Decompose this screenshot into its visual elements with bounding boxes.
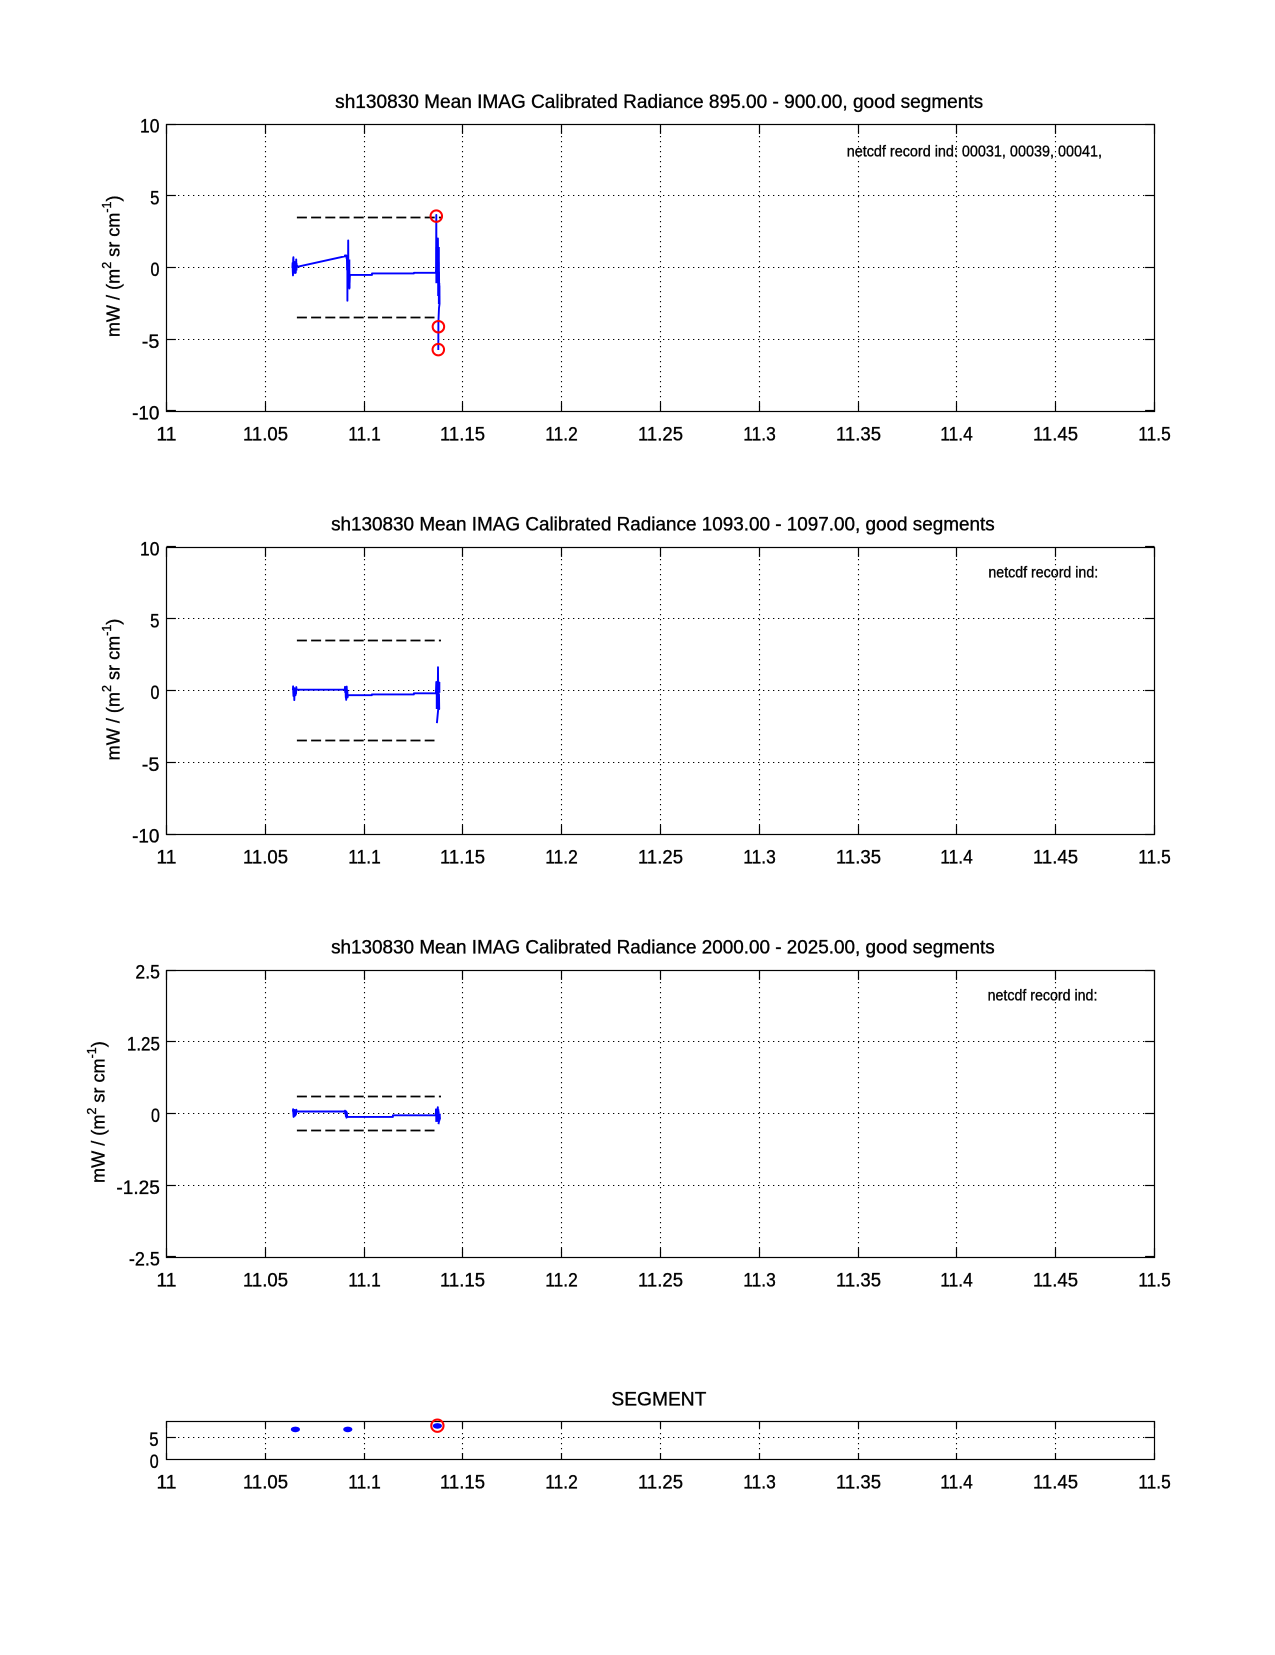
svg-text:11.05: 11.05: [243, 847, 288, 868]
svg-text:0: 0: [151, 683, 160, 704]
svg-text:11.5: 11.5: [1138, 1472, 1171, 1493]
svg-text:11.45: 11.45: [1033, 424, 1078, 445]
svg-text:5: 5: [150, 611, 159, 632]
svg-text:11.5: 11.5: [1138, 847, 1171, 868]
svg-text:-5: -5: [142, 755, 160, 776]
svg-text:1.25: 1.25: [127, 1034, 160, 1055]
svg-text:11.15: 11.15: [440, 847, 485, 868]
svg-text:11: 11: [157, 1270, 177, 1291]
svg-text:11.25: 11.25: [638, 847, 683, 868]
svg-text:11.2: 11.2: [545, 847, 578, 868]
svg-text:11.4: 11.4: [940, 424, 973, 445]
svg-text:11.1: 11.1: [348, 424, 381, 445]
svg-text:11.3: 11.3: [743, 1472, 776, 1493]
svg-text:11.25: 11.25: [638, 1472, 683, 1493]
svg-text:11.1: 11.1: [348, 1472, 381, 1493]
svg-text:mW / (m2 sr cm-1): mW / (m2 sr cm-1): [85, 1041, 109, 1183]
svg-text:2.5: 2.5: [135, 963, 160, 984]
svg-text:-10: -10: [132, 404, 159, 425]
svg-text:11: 11: [157, 1472, 177, 1493]
svg-text:11.45: 11.45: [1033, 1270, 1078, 1291]
svg-text:11.5: 11.5: [1138, 424, 1171, 445]
svg-text:5: 5: [149, 1430, 158, 1451]
svg-text:-1.25: -1.25: [116, 1178, 160, 1199]
svg-text:11.15: 11.15: [440, 1472, 485, 1493]
svg-text:11.35: 11.35: [836, 847, 881, 868]
svg-text:mW / (m2 sr cm-1): mW / (m2 sr cm-1): [100, 195, 124, 337]
svg-text:netcdf record ind: 00031, 000: netcdf record ind: 00031, 00039, 00041,: [847, 143, 1102, 160]
svg-text:mW / (m2 sr cm-1): mW / (m2 sr cm-1): [100, 619, 124, 761]
svg-text:11: 11: [157, 847, 177, 868]
svg-text:11: 11: [157, 424, 177, 445]
svg-text:10: 10: [140, 117, 159, 138]
svg-text:11.35: 11.35: [836, 424, 881, 445]
svg-text:11.25: 11.25: [638, 424, 683, 445]
svg-text:11.4: 11.4: [940, 847, 973, 868]
svg-text:11.15: 11.15: [440, 1270, 485, 1291]
svg-text:-5: -5: [142, 332, 160, 353]
svg-text:11.45: 11.45: [1033, 1472, 1078, 1493]
svg-text:0: 0: [151, 260, 160, 281]
svg-text:5: 5: [150, 188, 159, 209]
svg-text:SEGMENT: SEGMENT: [611, 1389, 706, 1410]
svg-text:11.05: 11.05: [243, 424, 288, 445]
svg-text:10: 10: [140, 540, 159, 561]
svg-text:11.1: 11.1: [348, 847, 381, 868]
svg-text:11.35: 11.35: [836, 1472, 881, 1493]
svg-text:11.2: 11.2: [545, 1270, 578, 1291]
svg-text:11.3: 11.3: [743, 424, 776, 445]
svg-text:-10: -10: [132, 827, 159, 848]
svg-text:11.25: 11.25: [638, 1270, 683, 1291]
svg-text:-2.5: -2.5: [129, 1250, 160, 1271]
svg-text:11.15: 11.15: [440, 424, 485, 445]
svg-text:11.05: 11.05: [243, 1270, 288, 1291]
svg-text:11.2: 11.2: [545, 424, 578, 445]
svg-text:11.1: 11.1: [348, 1270, 381, 1291]
svg-text:0: 0: [150, 1452, 159, 1473]
svg-text:11.3: 11.3: [743, 847, 776, 868]
svg-text:11.2: 11.2: [545, 1472, 578, 1493]
svg-text:sh130830 Mean IMAG Calibrated: sh130830 Mean IMAG Calibrated Radiance 2…: [331, 937, 995, 958]
svg-text:11.5: 11.5: [1138, 1270, 1171, 1291]
svg-text:netcdf record ind:: netcdf record ind:: [988, 565, 1098, 582]
svg-text:sh130830 Mean IMAG Calibrated: sh130830 Mean IMAG Calibrated Radiance 1…: [331, 514, 995, 535]
svg-text:11.4: 11.4: [940, 1270, 973, 1291]
svg-text:11.3: 11.3: [743, 1270, 776, 1291]
svg-text:11.35: 11.35: [836, 1270, 881, 1291]
svg-text:0: 0: [151, 1106, 160, 1127]
svg-text:11.45: 11.45: [1033, 847, 1078, 868]
svg-text:11.05: 11.05: [243, 1472, 288, 1493]
svg-text:netcdf record ind:: netcdf record ind:: [988, 987, 1098, 1004]
svg-text:sh130830 Mean IMAG Calibrated: sh130830 Mean IMAG Calibrated Radiance 8…: [335, 92, 983, 113]
svg-text:11.4: 11.4: [940, 1472, 973, 1493]
